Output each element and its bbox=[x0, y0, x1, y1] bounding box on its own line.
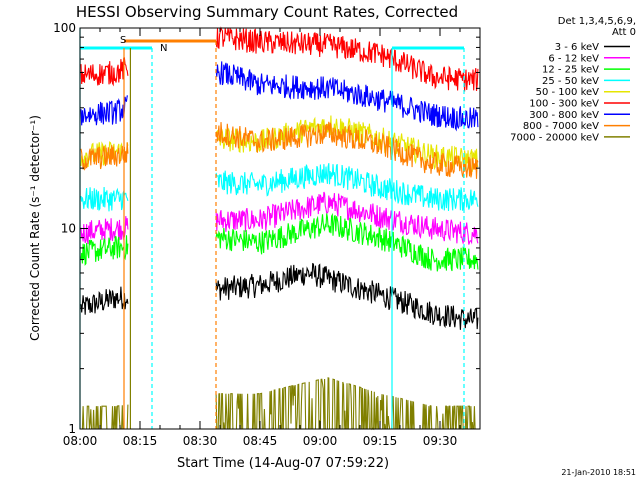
legend-header-line: Det 1,3,4,5,6,9, bbox=[558, 16, 636, 27]
x-tick-label: 08:15 bbox=[123, 434, 158, 448]
x-tick-label: 08:00 bbox=[63, 434, 98, 448]
legend-entry-label: 800 - 7000 keV bbox=[523, 121, 599, 132]
series-line-4 bbox=[80, 163, 479, 212]
x-tick-label: 09:30 bbox=[423, 434, 458, 448]
legend-header-line: Att 0 bbox=[612, 27, 636, 38]
x-axis-label: Start Time (14-Aug-07 07:59:22) bbox=[177, 456, 389, 471]
axes-layer: 08:00 08:15 08:30 08:45 09:00 09:15 09:30 1 10 10… bbox=[53, 21, 481, 448]
series-line-8 bbox=[80, 121, 479, 179]
series-line-1 bbox=[80, 262, 479, 330]
y-tick-label: 10 bbox=[61, 222, 76, 236]
marker-n-label: N bbox=[160, 43, 167, 54]
legend-entry-label: 100 - 300 keV bbox=[529, 99, 599, 110]
series-line-3 bbox=[80, 212, 479, 272]
x-tick-label: 09:00 bbox=[303, 434, 338, 448]
y-tick-label: 1 bbox=[68, 422, 76, 436]
legend-entry-label: 6 - 12 keV bbox=[548, 53, 599, 64]
x-tick-label: 08:45 bbox=[243, 434, 278, 448]
chart-title: HESSI Observing Summary Count Rates, Cor… bbox=[76, 3, 458, 21]
legend-entry-label: 300 - 800 keV bbox=[529, 110, 599, 121]
y-tick-label: 100 bbox=[53, 21, 76, 35]
series-line-6 bbox=[80, 26, 479, 92]
y-axis-label: Corrected Count Rate (s⁻¹ detector⁻¹) bbox=[28, 115, 42, 341]
footer-date: 21-Jan-2010 18:51 bbox=[561, 468, 636, 477]
series-layer bbox=[80, 26, 479, 431]
series-line-7 bbox=[80, 61, 479, 132]
series-line-2 bbox=[80, 191, 479, 245]
legend-entry-label: 25 - 50 keV bbox=[542, 76, 599, 87]
x-tick-label: 08:30 bbox=[183, 434, 218, 448]
legend-entry-label: 50 - 100 keV bbox=[536, 87, 600, 98]
x-tick-label: 09:15 bbox=[363, 434, 398, 448]
legend-entry-label: 7000 - 20000 keV bbox=[510, 132, 599, 143]
marker-s-label: S bbox=[120, 35, 126, 46]
legend-entry-label: 3 - 6 keV bbox=[555, 42, 599, 53]
legend-entry-label: 12 - 25 keV bbox=[542, 65, 599, 76]
series-line-9 bbox=[81, 377, 478, 431]
